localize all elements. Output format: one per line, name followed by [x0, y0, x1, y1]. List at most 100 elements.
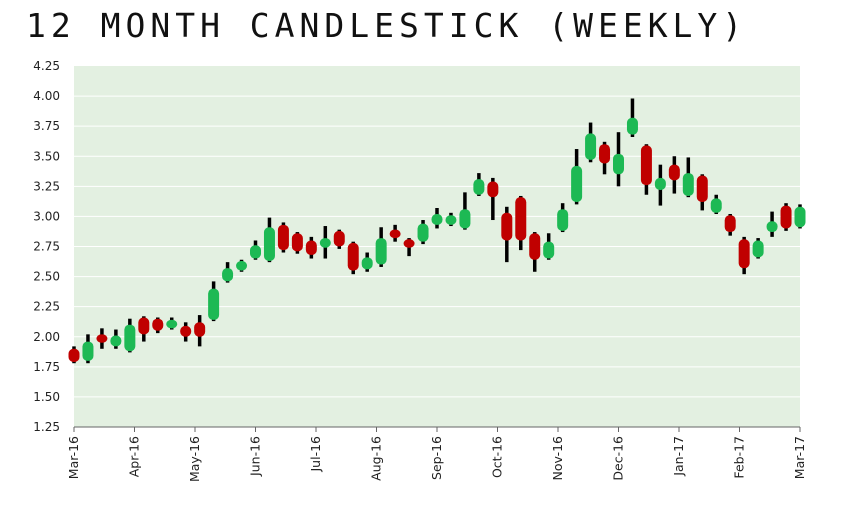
candle-body [724, 215, 736, 233]
candle [403, 238, 415, 257]
candle-body [501, 212, 513, 241]
candle [473, 173, 485, 196]
candle-body [696, 175, 708, 202]
candle-body [557, 209, 569, 231]
x-tick-label: Jun-16 [248, 436, 263, 477]
candle [291, 232, 303, 254]
candle-body [375, 238, 387, 265]
candle-body [780, 205, 792, 229]
candle-body [654, 177, 666, 190]
x-tick-label: Feb-17 [732, 436, 747, 479]
candle-body [710, 198, 722, 213]
candle-body [166, 319, 178, 329]
candle-body [459, 209, 471, 229]
x-tick-label: Apr-16 [127, 436, 142, 477]
candle [236, 259, 248, 272]
candle-body [515, 197, 527, 241]
candle [333, 229, 345, 249]
candle-body [180, 325, 192, 337]
candle-body [668, 164, 680, 181]
candle-body [291, 233, 303, 252]
candle-body [124, 324, 136, 352]
y-axis-ticks: 1.25 1.50 1.75 2.00 2.25 2.50 2.75 3.00 3.25 3.50… [33, 59, 60, 434]
candle-body [417, 223, 429, 242]
candle-body [766, 221, 778, 233]
candles [68, 98, 806, 364]
candle-body [599, 144, 611, 164]
candle [585, 122, 597, 163]
candle [222, 262, 234, 283]
candle [375, 227, 387, 267]
candle-body [194, 322, 206, 337]
candle-body [347, 242, 359, 271]
x-tick-label: Dec-16 [611, 436, 626, 481]
candle [96, 328, 108, 349]
candle-body [640, 145, 652, 186]
candle [263, 217, 275, 263]
candle [417, 220, 429, 245]
candle-body [110, 335, 122, 347]
y-tick-label: 3.50 [33, 149, 60, 163]
candle-body [529, 233, 541, 260]
candle [487, 177, 499, 221]
candle [138, 316, 150, 342]
candle-body [613, 153, 624, 175]
x-tick-label: Mar-17 [792, 436, 807, 479]
candle-body [96, 334, 108, 343]
candle-body [152, 318, 164, 331]
candle [82, 334, 94, 364]
chart-title: 12 MONTH CANDLESTICK (WEEKLY) [26, 6, 748, 45]
y-tick-label: 1.50 [33, 390, 60, 404]
candle-body [738, 239, 750, 269]
x-tick-label: Nov-16 [550, 436, 565, 481]
x-axis: Mar-16 Apr-16 May-16 Jun-16 Jul-16 Aug-16 Sep-… [66, 426, 807, 482]
candle-body [752, 240, 764, 258]
candle [208, 281, 220, 322]
candle [194, 315, 206, 347]
y-tick-label: 3.00 [33, 209, 60, 223]
candle-body [389, 229, 401, 239]
candle [110, 329, 122, 349]
candle [152, 317, 164, 334]
candle [361, 252, 373, 272]
candle [599, 141, 611, 175]
candle-body [403, 239, 415, 248]
y-tick-label: 2.25 [33, 300, 60, 314]
candle-body [626, 117, 638, 135]
candle [166, 317, 178, 330]
candle [571, 149, 583, 205]
x-tick-label: Jul-16 [308, 436, 323, 473]
candle [305, 236, 317, 259]
candle [780, 203, 792, 231]
candle [501, 206, 513, 263]
candle [124, 318, 136, 353]
candle [543, 233, 555, 260]
x-tick-label: Sep-16 [429, 436, 444, 480]
candle [347, 241, 359, 275]
candle [626, 98, 638, 137]
candle-body [222, 268, 234, 282]
candle-body [138, 317, 150, 335]
candle-body [682, 173, 694, 196]
candle [668, 156, 680, 194]
candle [529, 232, 541, 272]
candle [445, 212, 457, 227]
candle [68, 346, 80, 364]
candle-body [333, 230, 345, 247]
candle [682, 157, 694, 198]
y-tick-label: 1.25 [33, 420, 60, 434]
candle [613, 132, 624, 187]
candle-body [585, 133, 597, 160]
candle-body [305, 240, 317, 255]
y-tick-label: 2.00 [33, 330, 60, 344]
candle [459, 192, 471, 230]
y-tick-label: 4.00 [33, 89, 60, 103]
candle [389, 224, 401, 242]
candle [515, 195, 527, 251]
y-tick-label: 2.50 [33, 270, 60, 284]
candle [557, 203, 569, 233]
y-tick-label: 1.75 [33, 360, 60, 374]
candle [794, 204, 806, 229]
candle [250, 240, 261, 260]
candle-body [571, 165, 583, 202]
